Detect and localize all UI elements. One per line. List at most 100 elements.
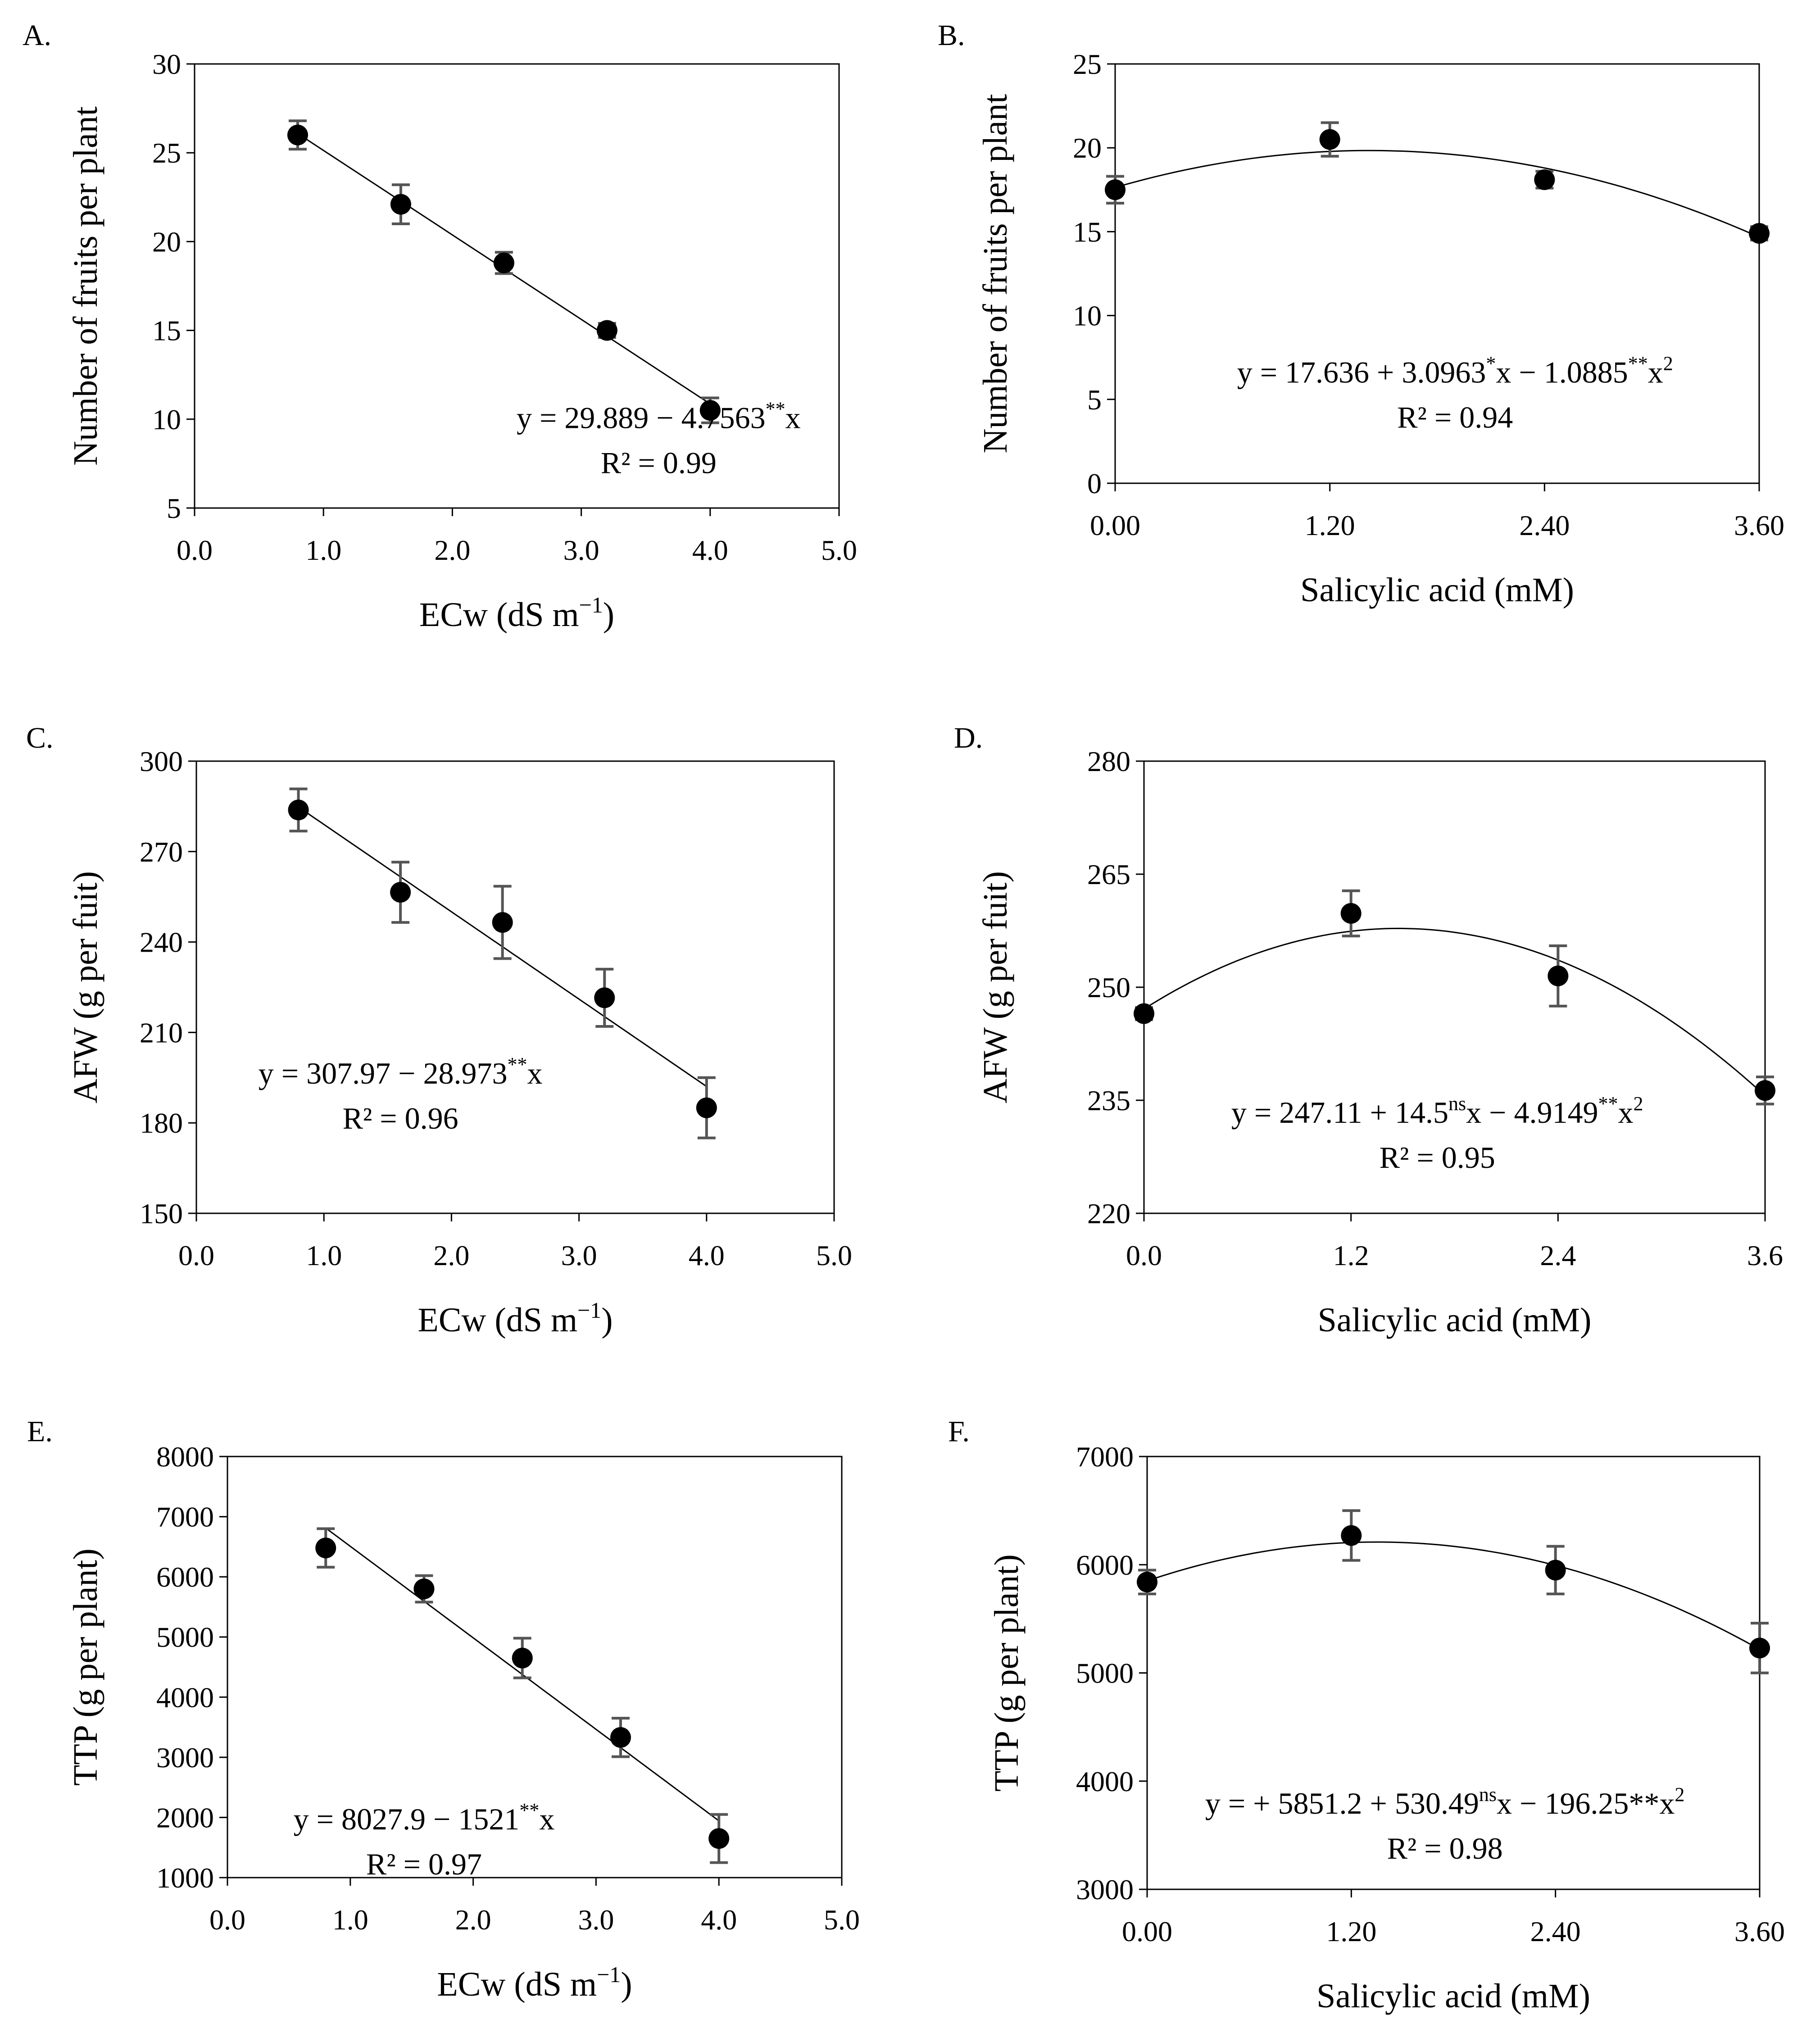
regression-equation: y = 8027.9 − 1521**x <box>294 1799 555 1836</box>
data-point <box>390 882 411 903</box>
data-point <box>287 124 308 145</box>
y-tick-label: 5000 <box>1076 1657 1134 1689</box>
chart-panel-5: E. 1000 2000 3000 4000 5000 6000 7000 8000 0.0 1.0… <box>27 1415 860 2003</box>
y-tick-label: 20 <box>1073 132 1102 164</box>
x-tick-label: 0.0 <box>209 1904 245 1936</box>
x-tick-label: 3.0 <box>563 534 599 566</box>
data-point <box>1137 1571 1157 1593</box>
x-tick-label: 4.0 <box>701 1904 737 1936</box>
y-axis-title: TTP (g per plant) <box>67 1548 104 1786</box>
panel-label: B. <box>938 19 965 52</box>
y-tick-label: 10 <box>152 404 181 436</box>
y-tick-label: 220 <box>1087 1198 1130 1230</box>
y-tick-label: 1000 <box>156 1862 214 1894</box>
data-point <box>1105 179 1126 200</box>
y-tick-label: 240 <box>140 926 183 958</box>
data-point <box>1749 223 1770 244</box>
panel-label: A. <box>23 19 51 52</box>
y-tick-label: 5000 <box>156 1621 214 1653</box>
x-tick-label: 3.0 <box>578 1904 614 1936</box>
x-tick-label: 1.0 <box>305 534 341 566</box>
y-tick-label: 270 <box>140 836 183 868</box>
y-tick-label: 5 <box>1087 384 1102 416</box>
x-tick-label: 2.0 <box>455 1904 491 1936</box>
data-point <box>1545 1560 1566 1581</box>
data-point <box>708 1828 730 1849</box>
chart-panel-6: F. 3000 4000 5000 6000 7000 0.00 1.20 2.40 3.60 Sa… <box>948 1415 1785 2015</box>
x-tick-label: 3.6 <box>1747 1239 1783 1271</box>
y-tick-label: 7000 <box>156 1501 214 1533</box>
x-axis-title: ECw (dS m−1) <box>437 1962 632 2003</box>
x-tick-label: 3.0 <box>561 1239 597 1271</box>
plot-frame <box>227 1456 843 1879</box>
y-axis-title: TTP (g per plant) <box>988 1554 1026 1792</box>
y-axis-title: AFW (g per fuit) <box>976 871 1014 1103</box>
y-tick-label: 7000 <box>1076 1441 1134 1473</box>
y-tick-label: 280 <box>1087 745 1130 777</box>
data-point <box>315 1538 336 1559</box>
x-tick-label: 5.0 <box>821 534 857 566</box>
x-tick-label: 1.0 <box>306 1239 342 1271</box>
y-tick-label: 210 <box>140 1016 183 1048</box>
data-point <box>610 1727 631 1748</box>
x-tick-label: 5.0 <box>816 1239 852 1271</box>
y-tick-label: 0 <box>1087 467 1102 499</box>
data-point <box>390 194 411 215</box>
y-tick-label: 8000 <box>156 1441 214 1473</box>
x-tick-label: 0.00 <box>1090 509 1140 541</box>
data-point <box>1319 129 1340 150</box>
x-tick-label: 3.60 <box>1734 509 1784 541</box>
data-point <box>696 1097 717 1118</box>
regression-equation: y = 29.889 − 4.7563**x <box>517 398 801 435</box>
y-tick-label: 235 <box>1087 1085 1130 1116</box>
x-tick-label: 1.20 <box>1305 509 1355 541</box>
data-point <box>493 252 514 273</box>
fit-line <box>1115 150 1760 238</box>
y-tick-label: 300 <box>140 745 183 777</box>
r-squared-label: R² = 0.99 <box>601 446 717 480</box>
y-tick-label: 180 <box>140 1107 183 1139</box>
panel-label: C. <box>26 722 54 754</box>
r-squared-label: R² = 0.98 <box>1387 1831 1503 1865</box>
y-tick-label: 150 <box>140 1198 183 1230</box>
y-tick-label: 3000 <box>156 1742 214 1774</box>
x-tick-label: 2.40 <box>1530 1915 1581 1947</box>
x-tick-label: 4.0 <box>689 1239 725 1271</box>
plot-frame <box>194 63 840 509</box>
y-tick-label: 20 <box>152 226 181 258</box>
fit-line <box>1144 927 1766 1096</box>
regression-equation: y = + 5851.2 + 530.49nsx − 196.25**x2 <box>1205 1783 1685 1820</box>
plot-frame <box>1114 63 1760 484</box>
x-tick-label: 0.00 <box>1122 1915 1172 1947</box>
x-tick-label: 2.0 <box>433 1239 469 1271</box>
x-tick-label: 0.0 <box>177 534 213 566</box>
y-tick-label: 250 <box>1087 971 1130 1003</box>
data-point <box>1134 1003 1154 1024</box>
x-axis-title: Salicylic acid (mM) <box>1300 571 1574 609</box>
y-tick-label: 15 <box>1073 216 1102 248</box>
x-tick-label: 0.0 <box>1126 1239 1162 1271</box>
x-tick-label: 2.40 <box>1519 509 1570 541</box>
r-squared-label: R² = 0.97 <box>366 1847 482 1881</box>
y-tick-label: 30 <box>152 48 181 80</box>
data-point <box>512 1647 533 1669</box>
x-tick-label: 1.0 <box>332 1904 368 1936</box>
y-tick-label: 2000 <box>156 1802 214 1833</box>
y-tick-label: 3000 <box>1076 1874 1134 1906</box>
panel-label: E. <box>27 1415 53 1448</box>
x-tick-label: 1.2 <box>1333 1239 1369 1271</box>
data-point <box>492 912 513 933</box>
x-tick-label: 3.60 <box>1734 1915 1785 1947</box>
plot-frame <box>195 760 835 1214</box>
x-tick-label: 4.0 <box>692 534 728 566</box>
chart-panel-4: D. 220 235 250 265 280 0.0 1.2 2.4 3.6 Salicylic a… <box>954 722 1783 1339</box>
panel-label: F. <box>948 1415 970 1448</box>
data-point <box>288 799 309 821</box>
y-axis-title: Number of fruits per plant <box>976 94 1014 454</box>
x-axis-title: Salicylic acid (mM) <box>1318 1301 1592 1339</box>
regression-equation: y = 17.636 + 3.0963*x − 1.0885**x2 <box>1237 353 1673 390</box>
fit-line <box>1147 1541 1760 1650</box>
y-tick-label: 4000 <box>1076 1765 1134 1797</box>
x-tick-label: 1.20 <box>1326 1915 1376 1947</box>
